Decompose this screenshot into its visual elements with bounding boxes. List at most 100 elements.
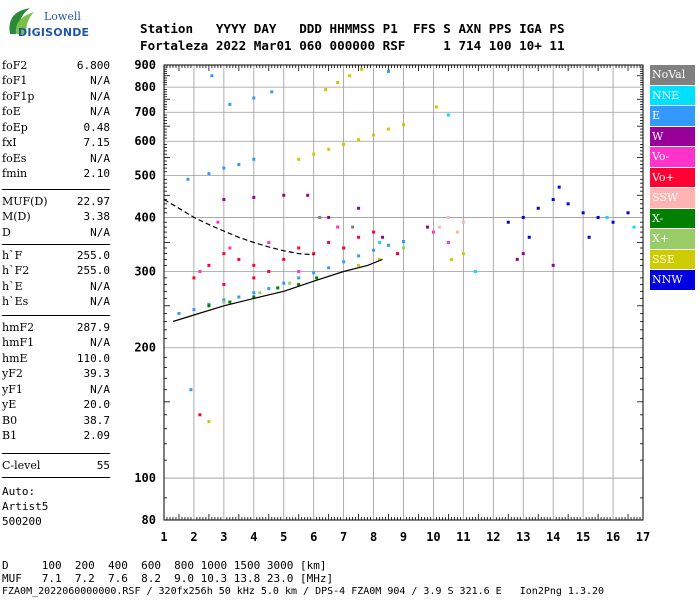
y-tick-label: 800 bbox=[134, 80, 156, 94]
x-tick-label: 5 bbox=[280, 530, 287, 544]
data-point-e bbox=[282, 281, 286, 285]
data-point-vo+ bbox=[207, 263, 211, 267]
scaled-parameters-panel: foF2 6.800 foF1 N/A foF1p N/A foE N/A foEp 0.… bbox=[2, 58, 111, 478]
data-point-sse bbox=[402, 123, 405, 127]
data-point-vo+ bbox=[372, 230, 376, 234]
divider bbox=[2, 189, 110, 190]
x-tick-label: 6 bbox=[310, 530, 317, 544]
param-value: 2.09 bbox=[83, 429, 111, 443]
param-row: h`Es N/A bbox=[2, 294, 110, 309]
param-value: 0.48 bbox=[83, 120, 111, 134]
param-value: 20.0 bbox=[83, 398, 111, 412]
param-value: N/A bbox=[90, 74, 110, 88]
y-tick-label: 400 bbox=[134, 210, 156, 224]
param-row: yF1 N/A bbox=[2, 382, 110, 397]
y-tick-label: 500 bbox=[134, 168, 156, 182]
legend-item: SSE bbox=[650, 249, 695, 269]
param-value: 22.97 bbox=[76, 195, 110, 208]
header-labels: Station YYYY DAY DDD HHMMSS P1 FFS S AXN… bbox=[140, 21, 565, 36]
data-point-e bbox=[342, 260, 346, 264]
digisonde-logo: Lowell DIGISONDE bbox=[4, 4, 89, 48]
data-point-sse bbox=[297, 157, 301, 161]
data-point-ssw bbox=[437, 225, 441, 229]
divider bbox=[2, 477, 110, 478]
curve-fit bbox=[163, 198, 314, 256]
data-point-e bbox=[327, 266, 331, 270]
data-point-vo+ bbox=[252, 263, 256, 267]
header-values: Fortaleza 2022 Mar01 060 000000 RSF 1 71… bbox=[140, 38, 565, 53]
data-point-vo+ bbox=[252, 276, 256, 280]
param-row: foEp 0.48 bbox=[2, 120, 110, 135]
param-value: 2.10 bbox=[83, 167, 111, 181]
data-point-w bbox=[551, 263, 555, 267]
param-value: 287.9 bbox=[76, 321, 110, 334]
legend-item: Vo+ bbox=[650, 167, 695, 187]
data-point-vo+ bbox=[267, 270, 271, 274]
data-point-e bbox=[207, 172, 211, 176]
data-point-vo+ bbox=[237, 257, 241, 261]
data-point-w bbox=[282, 193, 286, 197]
data-point-e bbox=[402, 239, 405, 243]
y-tick-label: 200 bbox=[134, 341, 156, 355]
param-value: 55 bbox=[96, 459, 110, 472]
param-row: C-level 55 bbox=[2, 458, 110, 473]
data-point-sse bbox=[360, 67, 364, 71]
data-point-vo+ bbox=[198, 413, 202, 417]
x-tick-label: 13 bbox=[516, 530, 530, 544]
param-row: fxI 7.15 bbox=[2, 135, 110, 150]
data-point-sse bbox=[357, 263, 361, 267]
data-point-e bbox=[357, 254, 361, 258]
data-point-vo+ bbox=[282, 257, 286, 261]
data-point-nnw bbox=[536, 206, 540, 210]
data-point-nnw bbox=[557, 185, 561, 189]
param-name: yF2 bbox=[2, 367, 23, 381]
x-tick-label: 7 bbox=[340, 530, 347, 544]
data-point-e bbox=[252, 157, 256, 161]
data-point-sse bbox=[357, 138, 361, 142]
data-point-e bbox=[237, 163, 241, 167]
data-point-e bbox=[267, 287, 271, 291]
param-row: foE N/A bbox=[2, 104, 110, 119]
data-point-vo+ bbox=[396, 252, 400, 256]
divider bbox=[2, 315, 110, 316]
data-point-vo- bbox=[431, 230, 435, 234]
data-point-nnw bbox=[626, 211, 630, 215]
data-point-sse bbox=[434, 105, 438, 109]
y-tick-label: 700 bbox=[134, 105, 156, 119]
data-point-vo+ bbox=[357, 235, 361, 239]
data-point-e bbox=[387, 69, 391, 73]
data-point-nne bbox=[378, 241, 382, 245]
x-tick-label: 16 bbox=[606, 530, 620, 544]
param-row: foF1p N/A bbox=[2, 89, 110, 104]
param-value: 6.800 bbox=[76, 59, 110, 72]
param-row: hmF1 N/A bbox=[2, 335, 110, 350]
data-point-x+ bbox=[288, 281, 292, 285]
data-point-e bbox=[222, 166, 226, 170]
data-point-sse bbox=[342, 142, 346, 146]
auto-code: 500200 bbox=[2, 515, 42, 528]
logo-swoosh bbox=[9, 8, 34, 34]
legend-item: E bbox=[650, 106, 695, 126]
data-point-w bbox=[515, 257, 519, 261]
legend-item: X- bbox=[650, 208, 695, 228]
param-row: hmF2 287.9 bbox=[2, 320, 110, 335]
data-point-vo- bbox=[297, 270, 301, 274]
data-point-e bbox=[210, 74, 214, 78]
data-point-nne bbox=[446, 113, 450, 117]
data-point-nnw bbox=[551, 198, 555, 202]
param-name: C-level bbox=[2, 459, 41, 472]
divider bbox=[2, 453, 110, 454]
legend-item: NNE bbox=[650, 85, 695, 105]
footer-file-info: FZA0M_2022060000000.RSF / 320fx256h 50 k… bbox=[2, 586, 605, 597]
y-tick-label: 900 bbox=[134, 58, 156, 72]
y-tick-label: 300 bbox=[134, 265, 156, 279]
data-point-vo+ bbox=[192, 276, 196, 280]
data-point-vo- bbox=[267, 241, 271, 245]
legend-item: Vo- bbox=[650, 147, 695, 167]
data-point-nne bbox=[605, 215, 609, 219]
x-tick-label: 1 bbox=[160, 530, 167, 544]
param-value: N/A bbox=[90, 336, 110, 350]
x-tick-label: 10 bbox=[426, 530, 440, 544]
param-name: foE bbox=[2, 105, 21, 119]
legend-item: X+ bbox=[650, 229, 695, 249]
